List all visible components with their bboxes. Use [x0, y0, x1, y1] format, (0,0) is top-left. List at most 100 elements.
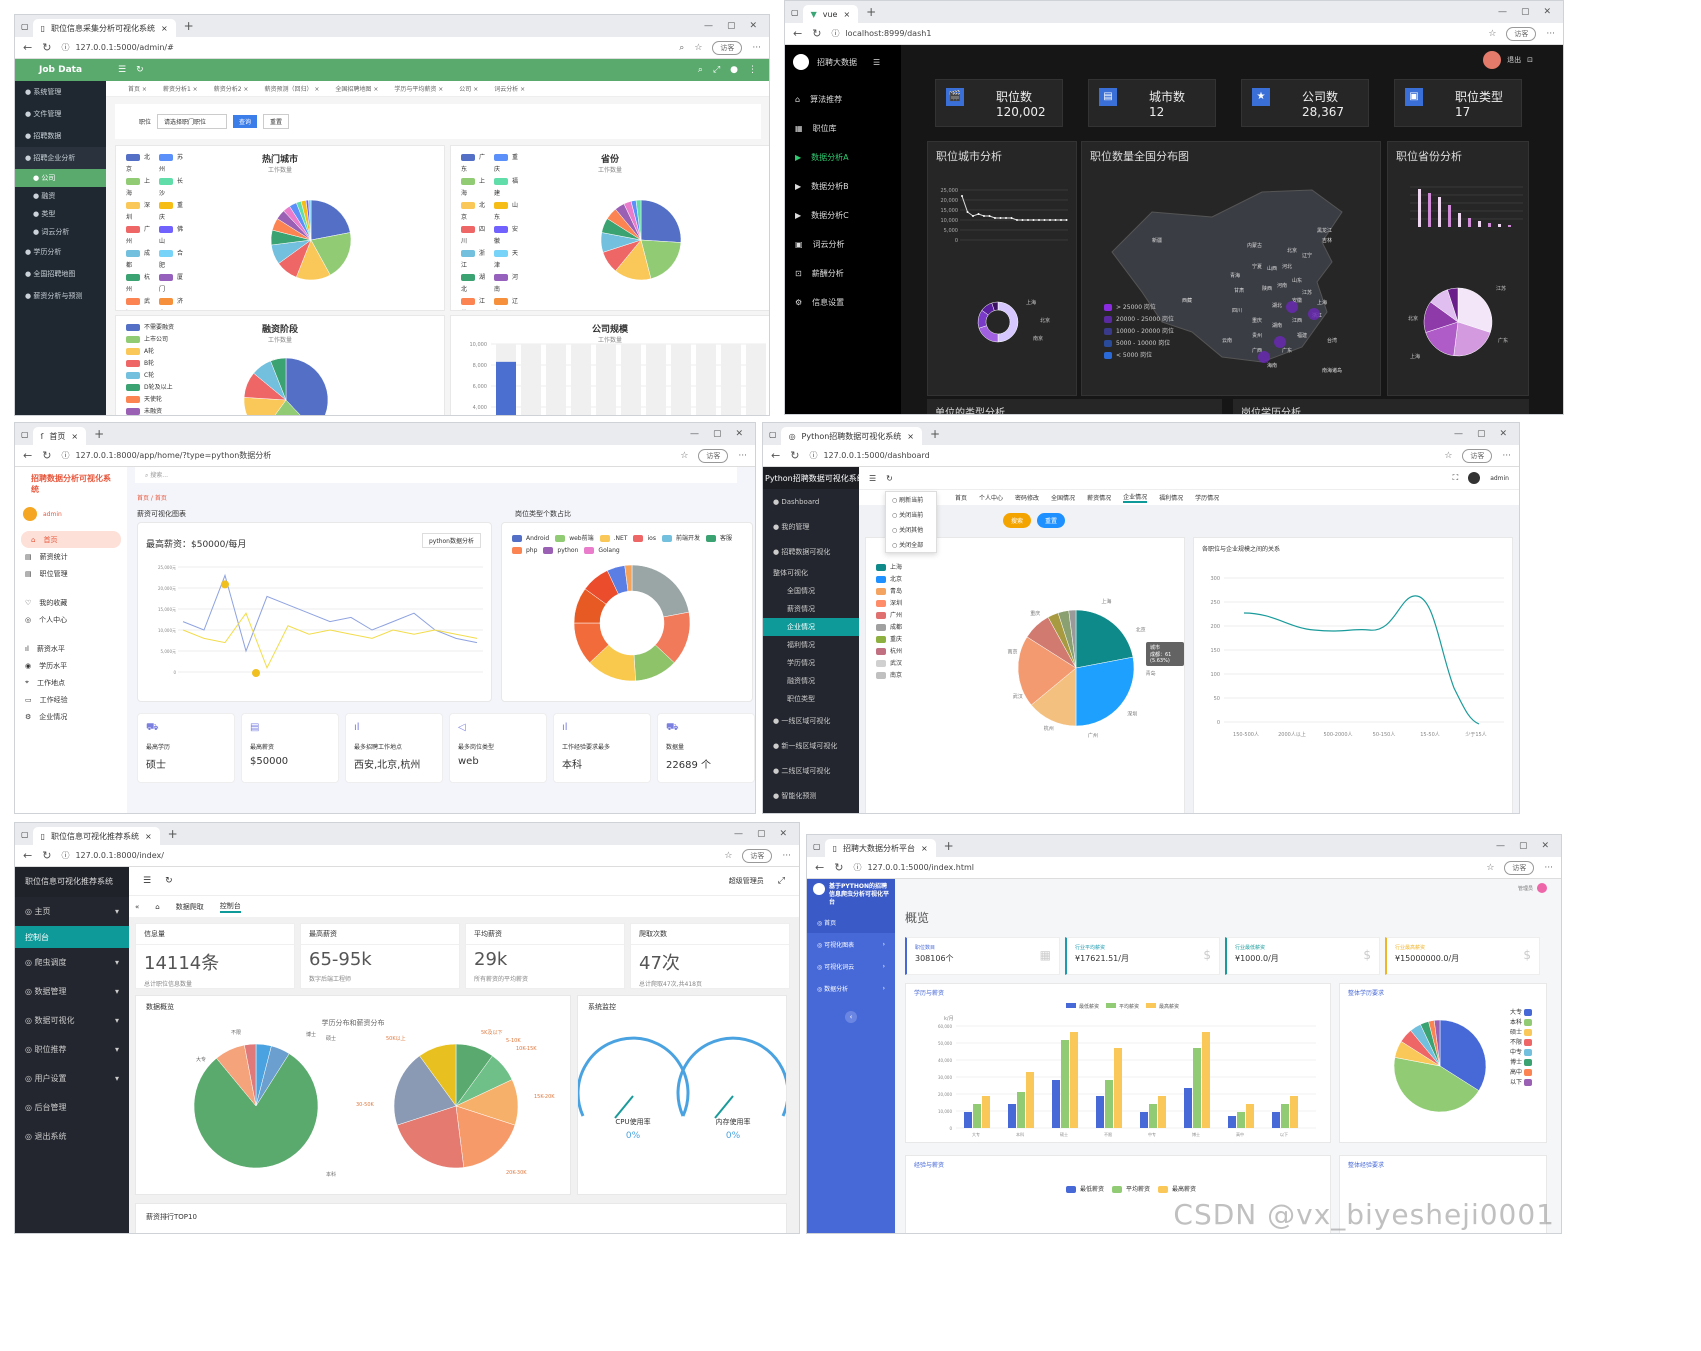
more-icon[interactable]: ··· [738, 450, 747, 461]
sidebar-item[interactable]: ● 我的管理 [763, 514, 859, 539]
sidebar-item[interactable]: ● 学历分析 [15, 241, 106, 263]
sidebar-item[interactable]: ◎ 个人中心 [15, 611, 127, 628]
refresh-icon[interactable]: ↻ [165, 876, 173, 886]
sidebar-item[interactable]: 学历情况 [763, 654, 859, 672]
close-window-icon[interactable]: ✕ [735, 429, 743, 439]
sidebar-item[interactable]: ● 文件管理 [15, 103, 106, 125]
menu-icon[interactable]: ☰ [118, 65, 127, 75]
minimize-icon[interactable]: — [1453, 429, 1463, 439]
url-text[interactable]: 127.0.0.1:8000/index/ [75, 851, 164, 860]
legend-item[interactable]: 武汉 [126, 296, 153, 310]
legend-item[interactable]: 四川 [461, 224, 488, 248]
sidebar-item[interactable]: ● 二线区域可视化 [763, 758, 859, 783]
legend-item[interactable]: 上海 [461, 176, 488, 200]
legend-item[interactable]: 客服 [705, 533, 732, 545]
bar[interactable] [1149, 1104, 1157, 1128]
line-point[interactable] [1065, 219, 1068, 221]
bar[interactable] [1237, 1112, 1245, 1128]
back-icon[interactable]: ← [771, 449, 781, 462]
bar[interactable] [1290, 1096, 1298, 1128]
minimize-icon[interactable]: — [703, 21, 713, 31]
star-icon[interactable]: ☆ [1444, 450, 1453, 461]
bar[interactable] [982, 1096, 990, 1128]
edu-slice[interactable] [1433, 1019, 1441, 1067]
sidebar-item[interactable]: ⌖ 工作地点 [15, 674, 127, 691]
bar[interactable] [1140, 1112, 1148, 1128]
legend-swatch[interactable] [1106, 1003, 1116, 1008]
legend-item[interactable]: 最高薪资 [1158, 1184, 1196, 1196]
sidebar-item[interactable]: ◎ 数据管理 ▾ [15, 977, 129, 1006]
bar[interactable] [1246, 1104, 1254, 1128]
sidebar-item[interactable]: ● 词云分析 [15, 223, 106, 241]
bar[interactable] [1418, 189, 1421, 227]
city-slice[interactable] [310, 199, 351, 241]
sidebar-item[interactable]: 职位类型 [763, 690, 859, 708]
bar[interactable] [1158, 1096, 1166, 1128]
legend-item[interactable]: Golang [584, 545, 620, 557]
legend-item[interactable]: Android [512, 533, 549, 545]
back-icon[interactable]: ← [23, 41, 33, 54]
page-tab[interactable]: 薪资情况 [1087, 495, 1112, 502]
legend-item[interactable]: 北京 [126, 152, 153, 176]
guest-button[interactable]: 访客 [1504, 860, 1535, 875]
legend-swatch[interactable] [1146, 1003, 1156, 1008]
back-icon[interactable]: ← [23, 449, 33, 462]
sidebar-item[interactable]: ● 招聘数据 [15, 125, 106, 147]
sidebar-item[interactable]: ▦ 职位库 [785, 114, 901, 143]
sidebar-item[interactable]: ● 一线区域可视化 [763, 708, 859, 733]
bar[interactable] [496, 361, 516, 416]
new-tab-icon[interactable]: + [866, 5, 877, 19]
minimize-icon[interactable]: — [689, 429, 699, 439]
page-tab[interactable]: 控制台 [219, 901, 241, 913]
close-icon[interactable]: × [160, 23, 168, 33]
sidebar-item[interactable]: ▤ 职位管理 [15, 565, 127, 582]
sidebar-item[interactable]: ⊡ 薪酬分析 [785, 259, 901, 288]
close-icon[interactable]: × [843, 9, 851, 19]
legend-item[interactable]: 天津 [494, 248, 521, 272]
legend-item[interactable]: 河南 [494, 272, 521, 296]
page-tab[interactable]: 学历情况 [1195, 495, 1220, 502]
page-tab[interactable]: 企业情况 [1123, 494, 1148, 503]
reload-icon[interactable]: ↻ [812, 27, 822, 40]
sidebar-item[interactable]: ▭ 工作经验 [15, 691, 127, 708]
more-icon[interactable]: ··· [752, 42, 761, 53]
page-tab[interactable]: 首页 [955, 495, 968, 502]
bar[interactable] [1070, 1032, 1078, 1128]
minimize-icon[interactable]: — [1495, 841, 1505, 851]
close-window-icon[interactable]: ✕ [1541, 841, 1549, 851]
line-point[interactable] [983, 215, 985, 217]
legend-item[interactable]: 南京 [876, 670, 946, 682]
donut-slice[interactable] [997, 301, 1019, 343]
guest-button[interactable]: 访客 [698, 448, 729, 463]
province-slice[interactable] [1457, 287, 1493, 333]
city-slice[interactable] [308, 199, 312, 241]
legend-item[interactable]: > 25000 岗位 [1104, 302, 1174, 314]
legend-item[interactable]: 安徽 [494, 224, 521, 248]
province-slice[interactable] [635, 199, 642, 241]
salary-slice[interactable] [455, 1105, 516, 1168]
guest-button[interactable]: 访客 [712, 40, 743, 55]
avatar[interactable] [1468, 472, 1481, 484]
page-tab[interactable]: 密码修改 [1015, 495, 1040, 502]
sidebar-item[interactable]: ◎ 可视化图表 › [807, 933, 895, 955]
sidebar-item[interactable]: ● Dashboard [763, 489, 859, 514]
sidebar-item[interactable]: ♡ 我的收藏 [15, 594, 127, 611]
page-tab[interactable]: 个人中心 [979, 495, 1004, 502]
line-point[interactable] [1005, 217, 1007, 219]
search-icon[interactable]: ⌕ [697, 65, 703, 75]
more-icon[interactable]: ··· [1546, 28, 1555, 39]
bar[interactable] [1488, 223, 1491, 227]
close-window-icon[interactable]: ✕ [1543, 7, 1551, 17]
maximize-icon[interactable]: ▢ [1476, 429, 1486, 439]
line-point[interactable] [977, 213, 980, 215]
legend-item[interactable]: 上市公司 [126, 334, 216, 346]
context-menu-item[interactable]: ○ 关闭当前 [892, 512, 924, 519]
close-window-icon[interactable]: ✕ [779, 829, 787, 839]
sidebar-item[interactable]: ⚙ 信息设置 [785, 288, 901, 317]
page-tab[interactable]: 词云分析 × [494, 86, 526, 93]
legend-item[interactable]: 广东 [461, 152, 488, 176]
sidebar-item[interactable]: ⚙ 企业情况 [15, 708, 127, 725]
legend-item[interactable]: 厦门 [159, 272, 186, 296]
job-select[interactable]: 请选择职门职位 [157, 114, 228, 129]
sidebar-item[interactable]: ◉ 学历水平 [15, 657, 127, 674]
